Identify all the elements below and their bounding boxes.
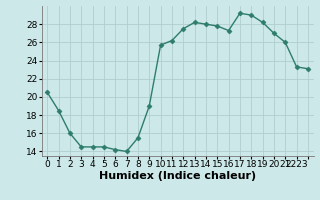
X-axis label: Humidex (Indice chaleur): Humidex (Indice chaleur) — [99, 171, 256, 181]
